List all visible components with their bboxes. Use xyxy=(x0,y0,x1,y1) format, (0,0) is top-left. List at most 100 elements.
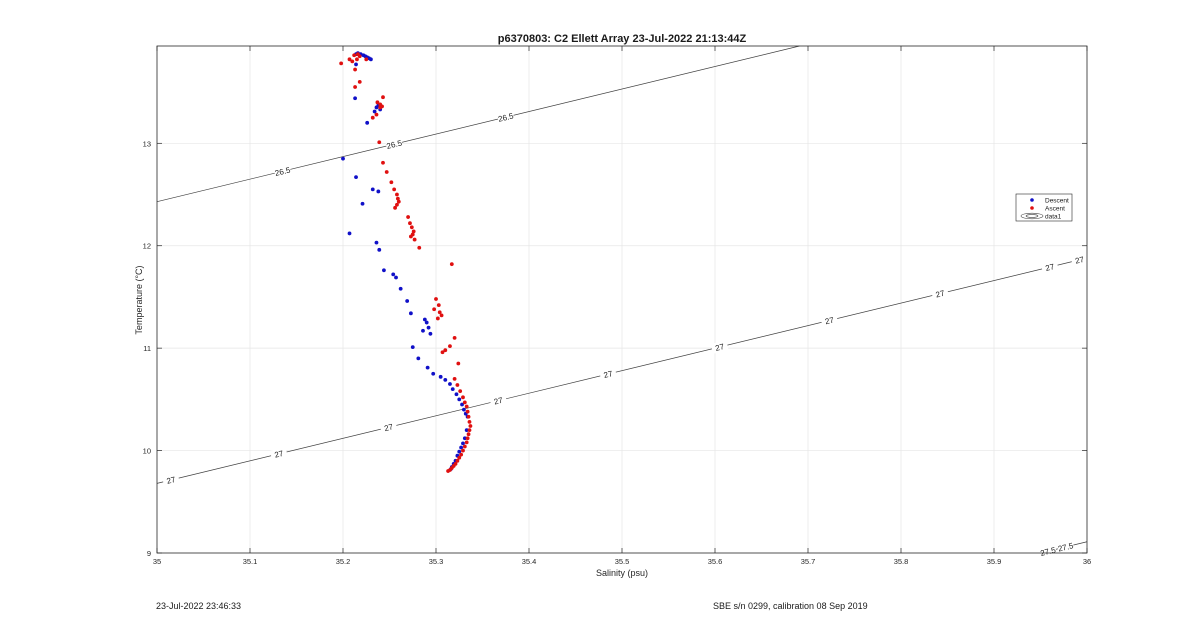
descent-point xyxy=(464,428,469,432)
contour-label-bg xyxy=(496,110,515,124)
ascent-point xyxy=(462,400,467,405)
descent-point xyxy=(438,374,443,379)
contour-label: 27 xyxy=(824,315,835,326)
ascent-point xyxy=(374,112,379,117)
ascent-point xyxy=(380,104,384,109)
contour-label: 27 xyxy=(1074,255,1085,266)
descent-point xyxy=(372,109,377,114)
y-tick-label: 9 xyxy=(147,549,151,558)
y-tick-label: 10 xyxy=(143,447,151,456)
x-axis-label: Salinity (psu) xyxy=(596,568,648,578)
descent-point xyxy=(443,378,448,382)
descent-point xyxy=(454,392,459,397)
ascent-point xyxy=(467,428,472,432)
ascent-point xyxy=(455,383,460,387)
ascent-point xyxy=(443,348,448,353)
ascent-point xyxy=(409,225,414,230)
descent-point xyxy=(354,175,358,180)
ascent-point xyxy=(395,202,399,207)
descent-point xyxy=(459,445,464,450)
descent-point xyxy=(421,328,425,333)
contour-label-bg xyxy=(1056,540,1075,554)
y-tick-label: 12 xyxy=(143,242,151,251)
descent-point xyxy=(425,365,430,370)
contour-label-bg xyxy=(385,137,404,151)
contour-label-bg xyxy=(820,313,839,328)
ascent-point xyxy=(395,196,400,201)
ascent-point xyxy=(410,232,415,237)
ascent-point xyxy=(457,455,462,460)
contour-label: 27 xyxy=(274,449,285,460)
y-tick-label: 11 xyxy=(143,344,151,353)
ascent-point xyxy=(461,448,465,453)
ascent-point xyxy=(434,297,438,301)
descent-point xyxy=(462,407,466,412)
ascent-point xyxy=(395,192,399,197)
x-tick-label: 36 xyxy=(1083,557,1091,566)
descent-point xyxy=(374,105,379,110)
descent-point xyxy=(398,286,403,291)
ascent-point xyxy=(465,409,470,414)
contour-label: 27 xyxy=(603,369,614,380)
ascent-point xyxy=(458,389,463,394)
ascent-point xyxy=(467,419,472,424)
descent-point xyxy=(410,345,415,350)
descent-point xyxy=(369,57,373,62)
ascent-point xyxy=(408,221,412,226)
descent-point xyxy=(460,402,464,407)
descent-point xyxy=(416,356,421,361)
contour-label: 27 xyxy=(493,396,504,407)
descent-point xyxy=(353,96,357,101)
descent-point xyxy=(426,325,431,330)
ascent-point xyxy=(370,115,375,120)
ascent-point xyxy=(357,54,362,59)
contour-label-bg xyxy=(489,393,508,408)
contour-label: 27 xyxy=(714,342,725,353)
ascent-point xyxy=(464,440,469,445)
ascent-point xyxy=(435,316,440,321)
ascent-point xyxy=(440,350,445,355)
descent-point xyxy=(377,247,382,252)
ascent-point xyxy=(459,452,464,457)
ascent-point xyxy=(355,57,359,62)
y-tick-label: 13 xyxy=(143,139,151,148)
x-tick-label: 35 xyxy=(153,557,161,566)
x-tick-label: 35.5 xyxy=(615,557,630,566)
descent-point xyxy=(347,231,352,236)
descent-point xyxy=(462,436,467,441)
descent-point xyxy=(424,320,429,325)
ascent-point xyxy=(339,61,344,66)
descent-point xyxy=(428,331,433,336)
descent-point xyxy=(431,371,436,376)
contour-label-bg xyxy=(1070,253,1089,267)
descent-point xyxy=(408,311,413,316)
legend-descent-label: Descent xyxy=(1045,198,1069,205)
ascent-point xyxy=(396,199,401,204)
ascent-point xyxy=(464,404,469,409)
legend: Descent Ascent data1 xyxy=(1015,193,1073,222)
contour-label: 26.5 xyxy=(386,138,404,151)
ascent-point xyxy=(375,100,380,105)
descent-point xyxy=(405,299,410,303)
ascent-point xyxy=(392,187,397,192)
contour-label-bg xyxy=(1040,260,1059,274)
ascent-point xyxy=(412,237,417,242)
ascent-point xyxy=(393,205,397,210)
ascent-point xyxy=(437,310,442,315)
ascent-point xyxy=(448,344,452,349)
descent-point xyxy=(382,268,386,273)
legend-contour-marker xyxy=(1020,212,1044,220)
descent-point xyxy=(450,387,455,392)
ascent-point xyxy=(455,458,460,463)
ascent-point xyxy=(432,307,437,312)
legend-box xyxy=(1015,193,1073,222)
contour-label: 26.5 xyxy=(497,111,515,124)
descent-point xyxy=(370,187,375,192)
contour-label: 27.5 xyxy=(1057,541,1075,554)
ascent-point xyxy=(353,67,357,72)
print-timestamp: 23-Jul-2022 23:46:33 xyxy=(156,601,242,611)
ascent-point xyxy=(452,376,457,381)
descent-point xyxy=(341,156,345,161)
ascent-point xyxy=(452,336,457,340)
